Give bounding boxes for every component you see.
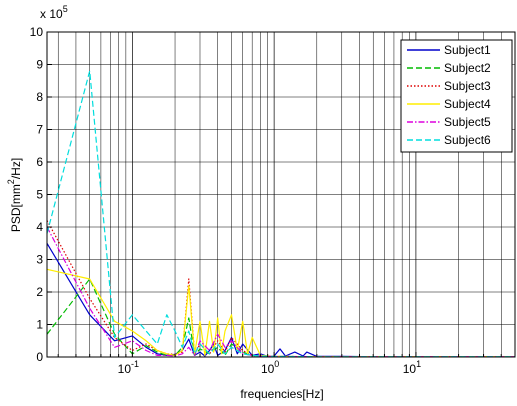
y-tick-label: 0	[36, 350, 43, 364]
y-tick-label: 10	[30, 25, 44, 39]
x-tick-label: 10-1	[118, 359, 139, 376]
y-tick-label: 6	[36, 155, 43, 169]
legend-box	[400, 39, 513, 153]
y-tick-label: 9	[36, 58, 43, 72]
legend: Subject1 Subject2 Subject3 Subject4 Subject5…	[400, 39, 513, 153]
grid-layer	[47, 31, 516, 358]
y-tick-label: 3	[36, 253, 43, 267]
y-tick-label: 7	[36, 123, 43, 137]
y-multiplier: x 105	[40, 4, 68, 21]
y-tick-label: 2	[36, 285, 43, 299]
x-axis-label: frequencies[Hz]	[240, 387, 323, 401]
y-tick-label: 1	[36, 318, 43, 332]
legend-label: Subject2	[444, 61, 491, 75]
ticks-layer: 0 1 2 3 4 5 6 7 8 9 10 10-1 100 101	[30, 25, 516, 376]
legend-label: Subject6	[444, 133, 491, 147]
x-tick-label: 100	[261, 359, 279, 376]
y-tick-label: 5	[36, 188, 43, 202]
y-tick-label: 4	[36, 220, 43, 234]
legend-label: Subject3	[444, 79, 491, 93]
legend-items: Subject1 Subject2 Subject3 Subject4 Subject5…	[407, 43, 491, 147]
legend-label: Subject5	[444, 115, 491, 129]
x-tick-label: 101	[403, 359, 421, 376]
legend-label: Subject4	[444, 97, 491, 111]
legend-label: Subject1	[444, 43, 491, 57]
y-tick-label: 8	[36, 90, 43, 104]
y-axis-label: PSD[mm2/Hz]	[6, 158, 23, 232]
